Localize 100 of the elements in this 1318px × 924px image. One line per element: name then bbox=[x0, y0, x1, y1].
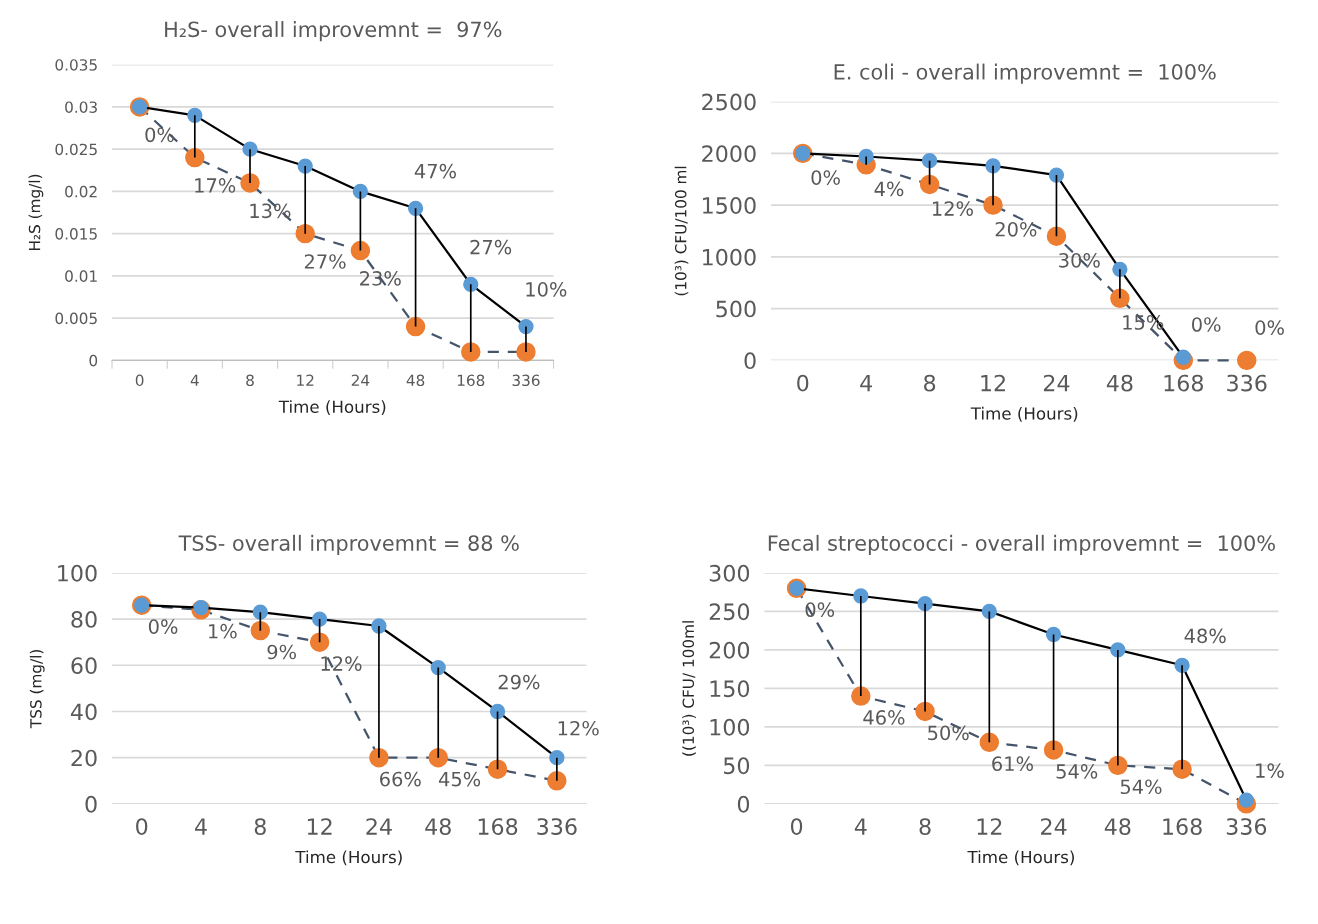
annotation: 29% bbox=[498, 674, 540, 690]
x-tick-label: 336 bbox=[1227, 374, 1267, 392]
point bbox=[350, 240, 371, 261]
annotation: 10% bbox=[526, 282, 567, 297]
y-tick-label: 0 bbox=[744, 352, 756, 370]
x-tick-label: 4 bbox=[860, 374, 872, 392]
y-tick-label: 0.005 bbox=[55, 312, 97, 325]
y-tick-label: 20 bbox=[71, 749, 97, 767]
y-tick-label: 150 bbox=[710, 680, 750, 698]
point bbox=[985, 158, 1001, 174]
y-tick-label: 1000 bbox=[703, 248, 756, 266]
annotation: 9% bbox=[267, 644, 297, 660]
annotation: 30% bbox=[1059, 252, 1100, 268]
annotation: 0% bbox=[811, 170, 840, 185]
y-axis-title: ((10³) CFU/ 100ml bbox=[682, 621, 696, 756]
point bbox=[853, 588, 869, 604]
annotation: 1% bbox=[209, 623, 237, 639]
x-tick-label: 336 bbox=[512, 374, 540, 387]
x-tick-label: 8 bbox=[924, 374, 936, 392]
x-tick-label: 24 bbox=[1041, 818, 1067, 835]
point bbox=[921, 152, 938, 169]
point bbox=[185, 147, 205, 168]
y-tick-label: 0 bbox=[737, 795, 750, 813]
y-tick-label: 200 bbox=[709, 641, 750, 659]
point bbox=[919, 174, 940, 195]
y-tick-label: 100 bbox=[58, 564, 97, 582]
annotation: 12% bbox=[932, 201, 973, 216]
point bbox=[489, 703, 506, 720]
x-tick-label: 48 bbox=[406, 374, 425, 387]
x-tick-label: 0 bbox=[136, 818, 148, 835]
x-tick-label: 24 bbox=[1043, 374, 1070, 392]
x-tick-label: 24 bbox=[366, 818, 392, 835]
x-tick-label: 48 bbox=[1104, 818, 1131, 835]
x-tick-label: 48 bbox=[1106, 374, 1133, 392]
y-tick-label: 60 bbox=[71, 657, 97, 675]
x-axis-title: Time (Hours) bbox=[278, 400, 386, 416]
point bbox=[547, 771, 567, 791]
annotation: 48% bbox=[1184, 628, 1226, 644]
y-tick-label: 250 bbox=[709, 603, 750, 621]
annotation: 61% bbox=[992, 756, 1033, 772]
point bbox=[430, 659, 446, 676]
x-tick-label: 0 bbox=[797, 374, 809, 392]
chart-title: E. coli - overall improvemnt = 100% bbox=[834, 63, 1216, 84]
x-axis-title: Time (Hours) bbox=[295, 850, 402, 866]
annotation: 20% bbox=[995, 221, 1037, 237]
point bbox=[1110, 288, 1130, 308]
point bbox=[979, 732, 1000, 753]
x-tick-label: 336 bbox=[537, 818, 577, 835]
annotation: 4% bbox=[874, 181, 904, 197]
point bbox=[297, 158, 313, 174]
x-tick-label: 12 bbox=[307, 818, 332, 835]
y-tick-label: 300 bbox=[709, 564, 750, 582]
y-tick-label: 0.03 bbox=[65, 101, 97, 113]
point bbox=[352, 183, 369, 200]
point bbox=[518, 318, 534, 335]
x-tick-label: 12 bbox=[297, 374, 314, 386]
y-axis-title: (10³) CFU/100 ml bbox=[674, 166, 689, 296]
point bbox=[187, 107, 203, 124]
y-tick-label: 100 bbox=[710, 718, 750, 736]
point bbox=[915, 701, 935, 722]
point bbox=[369, 747, 389, 768]
x-tick-label: 8 bbox=[919, 818, 931, 835]
y-tick-label: 50 bbox=[723, 757, 750, 775]
x-tick-label: 12 bbox=[977, 818, 1002, 835]
annotation: 1% bbox=[1256, 763, 1284, 778]
y-tick-label: 500 bbox=[716, 300, 756, 318]
x-axis-title: Time (Hours) bbox=[970, 406, 1078, 422]
annotation: 66% bbox=[380, 771, 421, 787]
annotation: 27% bbox=[304, 254, 346, 269]
x-tick-label: 0 bbox=[135, 374, 144, 387]
x-tick-label: 0 bbox=[790, 818, 803, 835]
annotation: 0% bbox=[1255, 320, 1284, 335]
y-tick-label: 0.015 bbox=[55, 228, 97, 240]
annotation: 50% bbox=[928, 725, 969, 741]
point bbox=[242, 141, 258, 157]
y-tick-label: 80 bbox=[71, 611, 97, 628]
x-tick-label: 168 bbox=[1163, 818, 1202, 835]
point bbox=[981, 603, 997, 620]
point bbox=[858, 148, 874, 165]
annotation: 54% bbox=[1120, 779, 1162, 795]
point bbox=[1048, 167, 1065, 183]
point bbox=[1046, 226, 1067, 246]
annotation: 45% bbox=[438, 771, 481, 787]
y-tick-label: 0.025 bbox=[55, 143, 97, 156]
annotation: 46% bbox=[863, 710, 905, 725]
x-tick-label: 4 bbox=[190, 374, 199, 386]
y-axis-title: H₂S (mg/l) bbox=[28, 174, 44, 251]
x-tick-label: 48 bbox=[425, 818, 451, 835]
y-tick-label: 0.02 bbox=[65, 185, 97, 198]
point bbox=[487, 759, 508, 779]
annotation: 54% bbox=[1056, 764, 1098, 779]
point bbox=[1045, 626, 1062, 643]
point bbox=[1238, 792, 1254, 808]
x-tick-label: 168 bbox=[1164, 374, 1203, 392]
x-tick-label: 12 bbox=[981, 374, 1005, 392]
chart-title: TSS- overall improvemnt = 88 % bbox=[178, 534, 519, 555]
y-tick-label: 2000 bbox=[702, 145, 756, 163]
point bbox=[1172, 759, 1192, 779]
chart-title: H₂S- overall improvemnt = 97% bbox=[165, 21, 502, 42]
x-tick-label: 24 bbox=[351, 374, 370, 386]
